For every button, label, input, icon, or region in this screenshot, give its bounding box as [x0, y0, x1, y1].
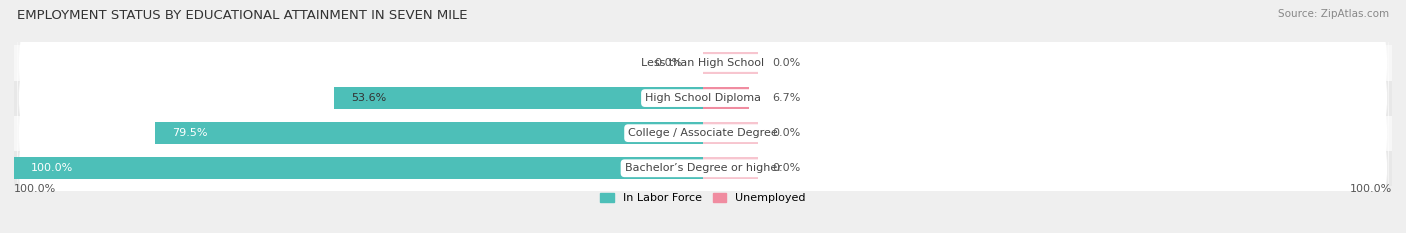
- Text: Source: ZipAtlas.com: Source: ZipAtlas.com: [1278, 9, 1389, 19]
- Text: Bachelor’s Degree or higher: Bachelor’s Degree or higher: [624, 163, 782, 173]
- Text: 0.0%: 0.0%: [654, 58, 682, 68]
- FancyBboxPatch shape: [17, 105, 1389, 232]
- Text: 0.0%: 0.0%: [772, 128, 800, 138]
- Text: 0.0%: 0.0%: [772, 58, 800, 68]
- Text: 100.0%: 100.0%: [31, 163, 73, 173]
- Text: 100.0%: 100.0%: [1350, 184, 1392, 194]
- FancyBboxPatch shape: [17, 70, 1389, 197]
- Bar: [703, 157, 758, 179]
- Bar: [14, 151, 1392, 186]
- Text: 100.0%: 100.0%: [14, 184, 56, 194]
- Text: 0.0%: 0.0%: [772, 163, 800, 173]
- Bar: [14, 81, 1392, 116]
- Text: 53.6%: 53.6%: [352, 93, 387, 103]
- Bar: [703, 87, 749, 109]
- Text: EMPLOYMENT STATUS BY EDUCATIONAL ATTAINMENT IN SEVEN MILE: EMPLOYMENT STATUS BY EDUCATIONAL ATTAINM…: [17, 9, 467, 22]
- Bar: [703, 52, 758, 74]
- Bar: [14, 45, 1392, 81]
- Text: 6.7%: 6.7%: [772, 93, 800, 103]
- Text: High School Diploma: High School Diploma: [645, 93, 761, 103]
- Bar: [703, 122, 758, 144]
- Text: College / Associate Degree: College / Associate Degree: [628, 128, 778, 138]
- FancyBboxPatch shape: [17, 0, 1389, 127]
- FancyBboxPatch shape: [17, 34, 1389, 162]
- Legend: In Labor Force, Unemployed: In Labor Force, Unemployed: [596, 188, 810, 208]
- Bar: [14, 157, 703, 179]
- Bar: [333, 87, 703, 109]
- Text: 79.5%: 79.5%: [173, 128, 208, 138]
- Text: Less than High School: Less than High School: [641, 58, 765, 68]
- Bar: [155, 122, 703, 144]
- Bar: [14, 116, 1392, 151]
